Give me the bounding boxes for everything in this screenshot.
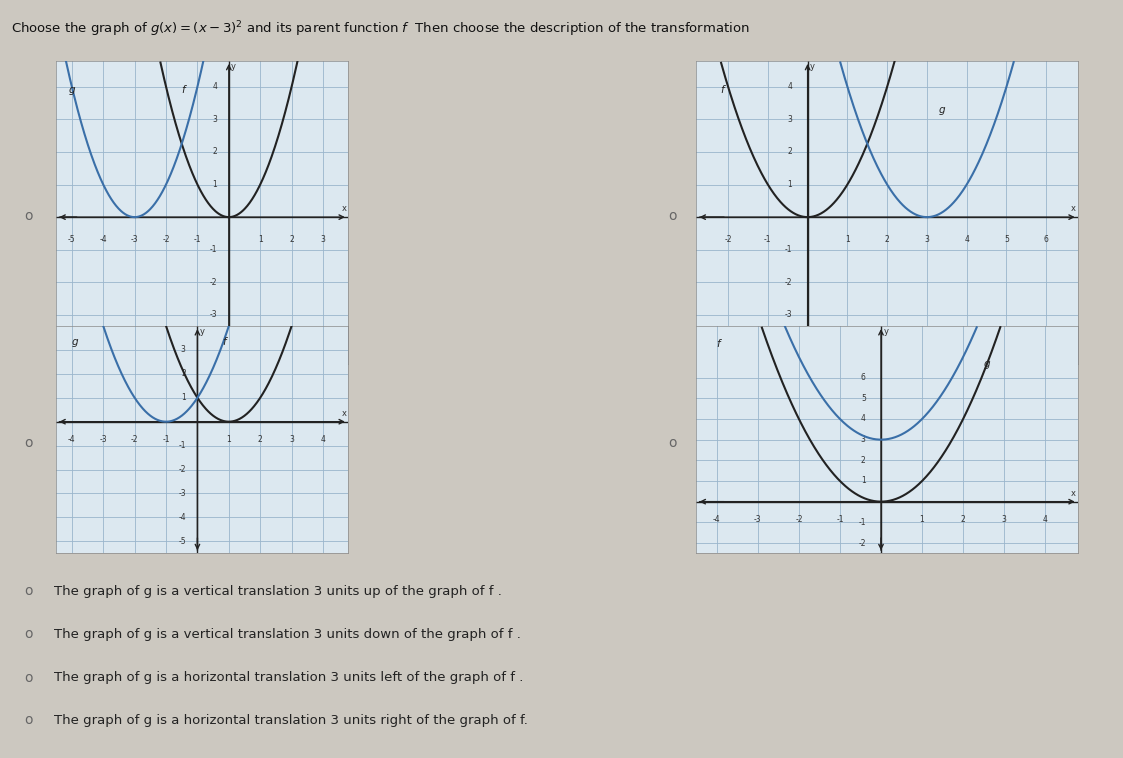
Text: 3: 3: [181, 346, 185, 355]
Text: o: o: [25, 437, 34, 450]
Text: 2: 2: [212, 147, 217, 156]
Text: Choose the graph of $g(x) = (x-3)^2$ and its parent function $f$  Then choose th: Choose the graph of $g(x) = (x-3)^2$ and…: [11, 19, 750, 39]
Text: o: o: [25, 713, 34, 727]
Text: The graph of g is a vertical translation 3 units up of the graph of f .: The graph of g is a vertical translation…: [54, 584, 502, 598]
Text: 1: 1: [844, 235, 850, 244]
Text: y: y: [199, 327, 204, 336]
Text: 1: 1: [787, 180, 793, 189]
Text: 4: 4: [861, 415, 866, 424]
Text: -5: -5: [69, 235, 75, 244]
Text: 2: 2: [290, 235, 294, 244]
Text: 2: 2: [787, 147, 793, 156]
Text: 3: 3: [290, 435, 294, 444]
Text: -2: -2: [785, 278, 793, 287]
Text: g: g: [72, 337, 79, 347]
Text: 2: 2: [885, 235, 889, 244]
Text: 1: 1: [227, 435, 231, 444]
Text: 3: 3: [1002, 515, 1006, 525]
Text: 3: 3: [861, 435, 866, 444]
Text: f: f: [720, 85, 723, 96]
Text: -4: -4: [179, 513, 185, 522]
Text: 2: 2: [181, 369, 185, 378]
Text: -1: -1: [210, 246, 217, 254]
Text: 4: 4: [965, 235, 969, 244]
Text: y: y: [230, 62, 236, 71]
Text: -3: -3: [210, 311, 217, 319]
Text: x: x: [1071, 204, 1076, 212]
Text: 3: 3: [212, 114, 217, 124]
Text: -2: -2: [210, 278, 217, 287]
Text: f: f: [716, 339, 721, 349]
Text: o: o: [25, 628, 34, 641]
Text: -4: -4: [100, 235, 107, 244]
Text: 4: 4: [1043, 515, 1048, 525]
Text: g: g: [69, 85, 75, 96]
Text: -2: -2: [163, 235, 170, 244]
Text: 3: 3: [787, 114, 793, 124]
Text: 3: 3: [924, 235, 930, 244]
Text: x: x: [341, 204, 347, 212]
Text: -3: -3: [179, 489, 185, 498]
Text: x: x: [341, 409, 347, 418]
Text: -4: -4: [210, 343, 217, 352]
Text: -2: -2: [131, 435, 138, 444]
Text: o: o: [25, 671, 34, 684]
Text: f: f: [222, 337, 226, 347]
Text: -1: -1: [764, 235, 772, 244]
Text: 4: 4: [787, 82, 793, 91]
Text: -3: -3: [130, 235, 138, 244]
Text: g: g: [939, 105, 946, 114]
Text: o: o: [668, 209, 677, 223]
Text: 3: 3: [320, 235, 326, 244]
Text: -1: -1: [785, 246, 793, 254]
Text: -1: -1: [179, 441, 185, 450]
Text: o: o: [668, 437, 677, 450]
Text: 4: 4: [320, 435, 326, 444]
Text: -2: -2: [795, 515, 803, 525]
Text: 1: 1: [920, 515, 924, 525]
Text: f: f: [182, 85, 185, 96]
Text: -4: -4: [69, 435, 75, 444]
Text: 6: 6: [1043, 235, 1049, 244]
Text: 4: 4: [212, 82, 217, 91]
Text: -5: -5: [179, 537, 185, 546]
Text: -2: -2: [724, 235, 732, 244]
Text: x: x: [1071, 489, 1076, 498]
Text: -1: -1: [193, 235, 201, 244]
Text: -4: -4: [713, 515, 721, 525]
Text: -4: -4: [785, 343, 793, 352]
Text: The graph of g is a horizontal translation 3 units left of the graph of f .: The graph of g is a horizontal translati…: [54, 671, 523, 684]
Text: 2: 2: [258, 435, 263, 444]
Text: -3: -3: [754, 515, 761, 525]
Text: 1: 1: [861, 477, 866, 485]
Text: -1: -1: [163, 435, 170, 444]
Text: -2: -2: [858, 538, 866, 547]
Text: y: y: [810, 62, 815, 71]
Text: 6: 6: [861, 373, 866, 382]
Text: -1: -1: [858, 518, 866, 527]
Text: g: g: [984, 359, 990, 369]
Text: -2: -2: [179, 465, 185, 474]
Text: -1: -1: [837, 515, 843, 525]
Text: 5: 5: [861, 394, 866, 402]
Text: o: o: [25, 584, 34, 598]
Text: 1: 1: [181, 393, 185, 402]
Text: -3: -3: [100, 435, 107, 444]
Text: 2: 2: [861, 456, 866, 465]
Text: 1: 1: [258, 235, 263, 244]
Text: -3: -3: [785, 311, 793, 319]
Text: 2: 2: [961, 515, 966, 525]
Text: The graph of g is a horizontal translation 3 units right of the graph of f.: The graph of g is a horizontal translati…: [54, 713, 528, 727]
Text: y: y: [884, 327, 888, 336]
Text: 5: 5: [1004, 235, 1008, 244]
Text: 1: 1: [212, 180, 217, 189]
Text: o: o: [25, 209, 34, 223]
Text: The graph of g is a vertical translation 3 units down of the graph of f .: The graph of g is a vertical translation…: [54, 628, 521, 641]
